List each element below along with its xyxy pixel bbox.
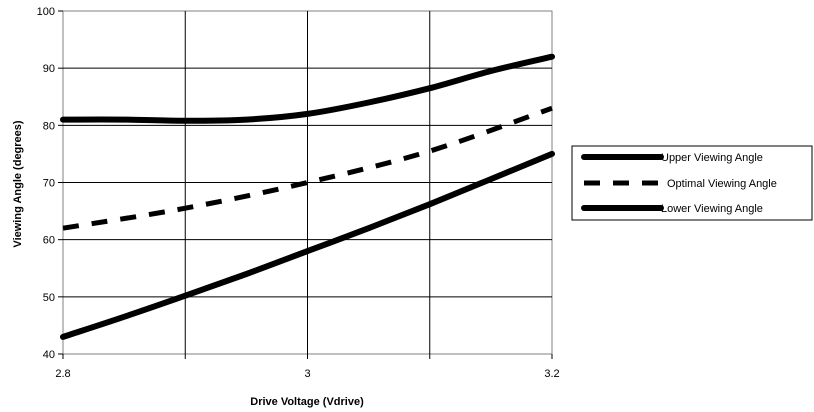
y-tick-label: 100 [37,6,55,18]
y-tick-label: 70 [43,178,55,190]
y-axis-ticks: 40 50 60 70 80 90 100 [37,6,63,361]
y-axis-label: Viewing Angle (degrees) [12,120,24,247]
x-axis-label: Drive Voltage (Vdrive) [250,396,364,408]
series-line-optimal-viewing-angle [62,105,553,231]
y-tick-label: 40 [43,349,55,361]
x-axis-ticks: 2.8 3 3.2 [55,354,560,380]
x-tick-label: 3 [304,368,310,380]
y-tick-label: 80 [43,120,55,132]
series-line-lower-viewing-angle [60,150,555,340]
y-tick-label: 50 [43,292,55,304]
y-tick-label: 90 [43,63,55,75]
x-tick-label: 2.8 [55,368,70,380]
y-tick-label: 60 [43,235,55,247]
legend: Upper Viewing Angle Optimal Viewing Angle… [581,152,777,215]
legend-label-lower-viewing-angle: Lower Viewing Angle [661,203,763,215]
series-line-upper-viewing-angle [60,53,555,124]
x-tick-label: 3.2 [544,368,559,380]
series-lines [60,53,555,340]
legend-label-upper-viewing-angle: Upper Viewing Angle [661,152,763,164]
legend-label-optimal-viewing-angle: Optimal Viewing Angle [667,178,777,190]
